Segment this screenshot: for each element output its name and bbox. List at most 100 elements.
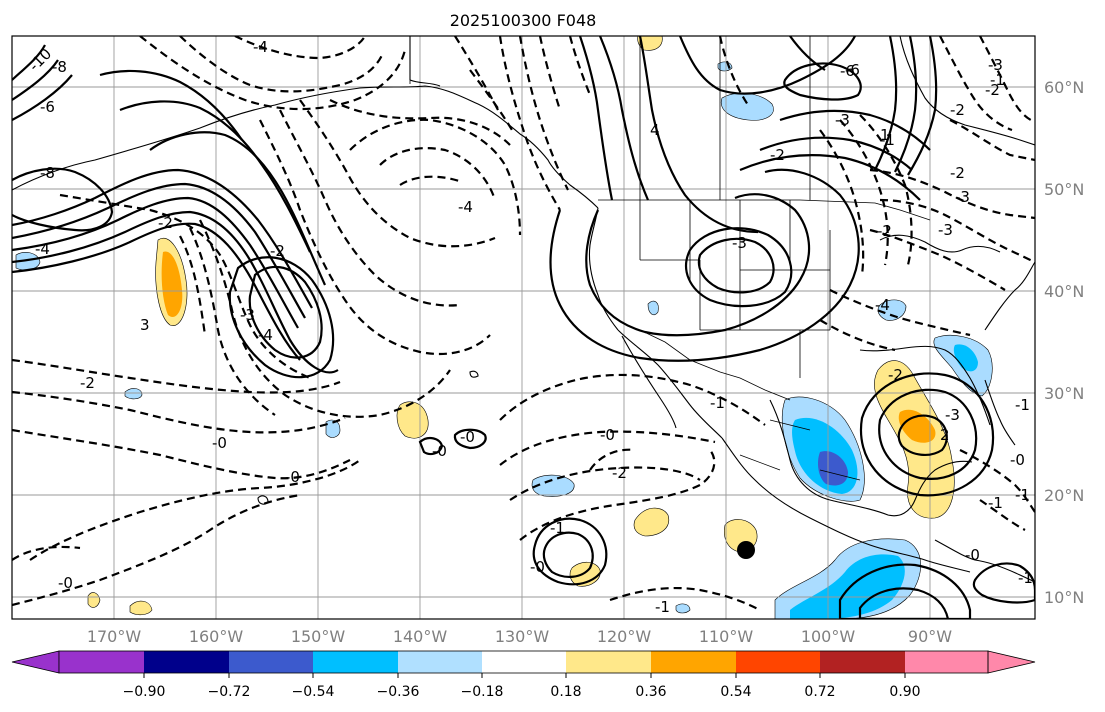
contour-label: -2 xyxy=(985,81,1000,99)
shade-orange-patch xyxy=(161,251,183,318)
colorbar-bin xyxy=(566,651,651,673)
shade-dark-blue-patch xyxy=(818,451,848,486)
lat-label: 40°N xyxy=(1044,282,1084,301)
shade-yellow-patch xyxy=(637,36,663,51)
lat-label: 60°N xyxy=(1044,78,1084,97)
colorbar-tick-label: −0.54 xyxy=(292,684,335,700)
map-title: 2025100300 F048 xyxy=(450,11,597,30)
contour-label: -0 xyxy=(432,442,447,460)
shade-light-blue-patch xyxy=(531,474,575,497)
colorbar-bin xyxy=(736,651,820,673)
shade-blue-patch xyxy=(953,344,978,372)
contour-label: -1 xyxy=(990,71,1005,89)
contour-label: -0 xyxy=(965,546,980,564)
lon-label: 120°W xyxy=(597,627,652,646)
contour-label: -6 xyxy=(845,61,860,79)
contour-label: -1 xyxy=(1015,396,1030,414)
contour-label: 3 xyxy=(140,316,150,334)
colorbar-bin xyxy=(59,651,144,673)
lon-label: 160°W xyxy=(189,627,244,646)
colorbar-frame xyxy=(58,650,989,674)
colorbar-tick-label: 0.72 xyxy=(804,684,835,700)
mexico-pacific-coastline xyxy=(721,437,971,573)
hudson-bay-coast xyxy=(899,36,1035,146)
shade-yellow-patch xyxy=(87,592,101,608)
shade-light-blue-patch xyxy=(675,603,691,614)
longitude-labels: 170°W 160°W 150°W 140°W 130°W 120°W 110°… xyxy=(87,627,952,646)
contour-label: -8 xyxy=(52,58,67,76)
contour-label: -0 xyxy=(460,428,475,446)
colorbar-tick-label: 0.18 xyxy=(550,684,581,700)
lat-label: 10°N xyxy=(1044,588,1084,607)
shade-light-blue-patch xyxy=(15,252,41,271)
contour-label: -1 xyxy=(1018,569,1033,587)
contour-label: -1 xyxy=(655,598,670,616)
contour-label: -3 xyxy=(945,406,960,424)
contour-labels: -10 -8 -6 -4 -8 -4 -2 3 -2 -3 -4 -2 -4 -… xyxy=(25,38,1033,616)
map-panel: -10 -8 -6 -4 -8 -4 -2 3 -2 -3 -4 -2 -4 -… xyxy=(11,35,1036,620)
contour-label: 1 xyxy=(880,126,890,144)
colorbar-bin xyxy=(482,651,566,673)
shade-orange-patch xyxy=(898,409,936,443)
contour-label: -3 xyxy=(732,234,747,252)
contour-label: -4 xyxy=(253,38,268,56)
contour-label: -1 xyxy=(710,394,725,412)
contour-label: -2 xyxy=(950,164,965,182)
lon-label: 150°W xyxy=(291,627,346,646)
colorbar-bin xyxy=(144,651,229,673)
east-coast xyxy=(984,261,1035,331)
contour-label: -1 xyxy=(550,519,565,537)
contour-label: 4 xyxy=(650,121,660,139)
contour-label: -1 xyxy=(988,494,1003,512)
contour-label: -2 xyxy=(270,242,285,260)
contour-label: -2 xyxy=(888,366,903,384)
contour-label: -6 xyxy=(40,98,55,116)
shade-light-blue-patch xyxy=(124,388,143,400)
shade-light-blue-patch xyxy=(877,299,907,321)
mexico-state-borders xyxy=(739,419,861,481)
lat-label: 50°N xyxy=(1044,180,1084,199)
lon-label: 100°W xyxy=(801,627,856,646)
colorbar-tick-label: −0.90 xyxy=(123,684,166,700)
contour-label: -0 xyxy=(285,468,300,486)
contour-label: -0 xyxy=(212,434,227,452)
colorbar-tick-label: 0.36 xyxy=(635,684,666,700)
lon-label: 140°W xyxy=(393,627,448,646)
contour-label: -2 xyxy=(770,146,785,164)
lat-label: 30°N xyxy=(1044,384,1084,403)
contour-label: -0 xyxy=(58,574,73,592)
colorbar-bin xyxy=(229,651,313,673)
colorbar-tick-label: −0.36 xyxy=(377,684,420,700)
colorbar-bin xyxy=(651,651,736,673)
lat-label: 20°N xyxy=(1044,486,1084,505)
lon-label: 170°W xyxy=(87,627,142,646)
contour-label: -2 xyxy=(950,101,965,119)
contour-label: -3 xyxy=(955,188,970,206)
colorbar-bin xyxy=(905,651,988,673)
contour-label: -8 xyxy=(40,164,55,182)
contour-label: -2 xyxy=(80,374,95,392)
lon-label: 130°W xyxy=(495,627,550,646)
shade-yellow-patch xyxy=(129,600,153,616)
colorbar-bin xyxy=(820,651,905,673)
positive-contours xyxy=(12,36,1035,619)
contour-label: -1 xyxy=(880,131,895,149)
lon-label: 90°W xyxy=(908,627,952,646)
us-mexico-border xyxy=(639,329,791,401)
us-canada-border xyxy=(598,199,931,221)
map-frame xyxy=(11,35,1036,620)
baja-coastline xyxy=(617,329,723,439)
map-background xyxy=(12,36,1035,619)
contour-label: -2 xyxy=(158,214,173,232)
contour-label: -0 xyxy=(530,558,545,576)
colorbar: −0.90 −0.72 −0.54 −0.36 −0.18 0.18 0.36 … xyxy=(11,650,1036,700)
colorbar-bin xyxy=(398,651,482,673)
contour-label: -2 xyxy=(877,222,892,240)
contour-label: -0 xyxy=(1010,451,1025,469)
contour-label: -2 xyxy=(612,464,627,482)
island-small xyxy=(469,370,479,378)
contour-label: -3 xyxy=(240,306,255,324)
colorbar-tick-label: 0.54 xyxy=(720,684,751,700)
gulf-coast xyxy=(769,399,973,517)
contour-label: -4 xyxy=(875,296,890,314)
